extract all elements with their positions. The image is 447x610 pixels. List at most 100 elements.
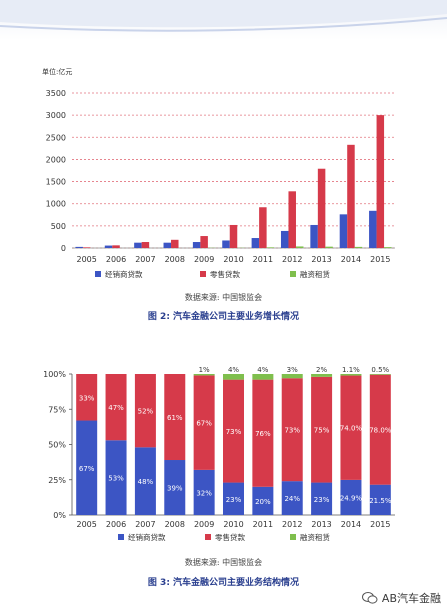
stacked-bar-零售贷款 bbox=[105, 374, 127, 441]
stacked-bar-零售贷款 bbox=[76, 374, 98, 421]
legend-label: 经销商贷款 bbox=[128, 532, 166, 542]
legend-label: 经销商贷款 bbox=[105, 269, 143, 279]
data-label: 39% bbox=[167, 485, 183, 493]
bar-经销商贷款 bbox=[280, 230, 289, 248]
data-label: 1.1% bbox=[342, 366, 360, 374]
legend-swatch bbox=[290, 534, 296, 540]
figure1-caption: 图 2: 汽车金融公司主要业务增长情况 bbox=[147, 312, 300, 322]
bar-零售贷款 bbox=[141, 242, 150, 248]
y-tick-label: 50% bbox=[48, 441, 66, 450]
y-tick-label: 3000 bbox=[46, 111, 66, 120]
stacked-bar-融资租赁 bbox=[281, 374, 303, 379]
stacked-bar-零售贷款 bbox=[369, 374, 391, 485]
stacked-bar-经销商贷款 bbox=[193, 469, 215, 515]
data-label: 75% bbox=[314, 427, 330, 435]
watermark: AB汽车金融 bbox=[361, 590, 441, 606]
stacked-bar-零售贷款 bbox=[340, 375, 362, 480]
data-label: 73% bbox=[226, 428, 242, 436]
x-tick-label: 2008 bbox=[165, 255, 185, 264]
bar-零售贷款 bbox=[347, 144, 355, 248]
x-tick-label: 2007 bbox=[135, 520, 155, 529]
stacked-bar-融资租赁 bbox=[369, 374, 391, 375]
data-label: 33% bbox=[79, 394, 95, 402]
data-label: 67% bbox=[79, 465, 95, 473]
y-tick-label: 0% bbox=[53, 511, 66, 520]
structure-stacked-chart: 0% 25% 50% 75% 100% 67% 33% 2005 53% 47% 2006 48% 52… bbox=[43, 366, 395, 542]
stacked-bar-经销商贷款 bbox=[281, 481, 303, 515]
stacked-bar-零售贷款 bbox=[281, 378, 303, 482]
x-tick-label: 2010 bbox=[223, 520, 243, 529]
bar-融资租赁 bbox=[354, 246, 363, 248]
data-label: 0.5% bbox=[371, 366, 389, 374]
bar-零售贷款 bbox=[229, 224, 238, 248]
data-label: 67% bbox=[196, 420, 212, 428]
stacked-bar-融资租赁 bbox=[340, 374, 362, 376]
x-tick-label: 2009 bbox=[194, 520, 214, 529]
data-label: 73% bbox=[284, 427, 300, 435]
x-tick-label: 2005 bbox=[77, 255, 97, 264]
bar-融资租赁 bbox=[325, 246, 333, 248]
bar-零售贷款 bbox=[171, 239, 179, 248]
bar-经销商贷款 bbox=[251, 238, 260, 248]
stacked-bar-经销商贷款 bbox=[340, 479, 362, 515]
legend-label: 零售贷款 bbox=[215, 532, 245, 542]
header-banner bbox=[0, 0, 447, 40]
data-label: 61% bbox=[167, 414, 183, 422]
bar-经销商贷款 bbox=[163, 242, 172, 248]
bar-经销商贷款 bbox=[75, 246, 83, 248]
y-axis-unit-label: 单位:亿元 bbox=[42, 67, 72, 76]
x-tick-label: 2011 bbox=[253, 255, 273, 264]
banner-swoosh bbox=[0, 0, 447, 32]
bar-零售贷款 bbox=[200, 236, 208, 248]
data-label: 24% bbox=[284, 495, 300, 503]
legend-label: 融资租赁 bbox=[300, 269, 330, 279]
data-label: 53% bbox=[108, 475, 124, 483]
y-tick-label: 3500 bbox=[46, 89, 66, 98]
bar-融资租赁 bbox=[266, 247, 275, 248]
y-tick-label: 2500 bbox=[46, 133, 66, 142]
stacked-bar-零售贷款 bbox=[164, 374, 186, 461]
x-tick-label: 2015 bbox=[370, 255, 390, 264]
x-tick-label: 2013 bbox=[311, 255, 331, 264]
y-tick-label: 75% bbox=[48, 405, 66, 414]
stacked-bar-经销商贷款 bbox=[252, 486, 274, 515]
bar-经销商贷款 bbox=[192, 242, 201, 248]
stacked-bar-经销商贷款 bbox=[369, 484, 391, 515]
data-label: 24.9% bbox=[340, 494, 363, 502]
legend-swatch bbox=[95, 271, 101, 277]
data-label: 1% bbox=[199, 366, 210, 374]
x-tick-label: 2005 bbox=[77, 520, 97, 529]
legend-label: 零售贷款 bbox=[210, 269, 240, 279]
x-tick-label: 2013 bbox=[311, 520, 331, 529]
y-tick-label: 1500 bbox=[46, 178, 66, 187]
stacked-bar-零售贷款 bbox=[252, 379, 274, 487]
bar-经销商贷款 bbox=[222, 240, 230, 248]
x-tick-label: 2009 bbox=[194, 255, 214, 264]
stacked-bar-经销商贷款 bbox=[134, 447, 156, 515]
stacked-bar-零售贷款 bbox=[193, 375, 215, 470]
stacked-bar-零售贷款 bbox=[223, 379, 244, 483]
legend-swatch bbox=[290, 271, 296, 277]
wechat-logo-icon bbox=[361, 592, 378, 604]
bar-融资租赁 bbox=[384, 247, 392, 248]
data-label: 48% bbox=[138, 478, 154, 486]
stacked-bar-经销商贷款 bbox=[105, 440, 127, 515]
y-tick-label: 500 bbox=[51, 222, 66, 231]
x-tick-label: 2012 bbox=[282, 520, 302, 529]
data-label: 2% bbox=[316, 366, 327, 374]
data-label: 4% bbox=[257, 366, 268, 374]
growth-bar-chart: 单位:亿元 0 500 1000 1500 2000 2500 3000 3500 2005 200… bbox=[42, 67, 395, 279]
bar-零售贷款 bbox=[288, 191, 296, 248]
data-label: 20% bbox=[255, 498, 271, 506]
stacked-bar-零售贷款 bbox=[311, 376, 333, 483]
x-tick-label: 2008 bbox=[165, 520, 185, 529]
bar-经销商贷款 bbox=[339, 214, 348, 248]
bar-经销商贷款 bbox=[310, 224, 318, 248]
bar-零售贷款 bbox=[376, 115, 385, 249]
watermark-text: AB汽车金融 bbox=[381, 592, 441, 605]
bar-零售贷款 bbox=[259, 207, 267, 248]
bar-融资租赁 bbox=[295, 246, 304, 248]
data-label: 32% bbox=[196, 489, 212, 497]
bar-零售贷款 bbox=[317, 168, 326, 248]
bar-经销商贷款 bbox=[104, 245, 113, 248]
